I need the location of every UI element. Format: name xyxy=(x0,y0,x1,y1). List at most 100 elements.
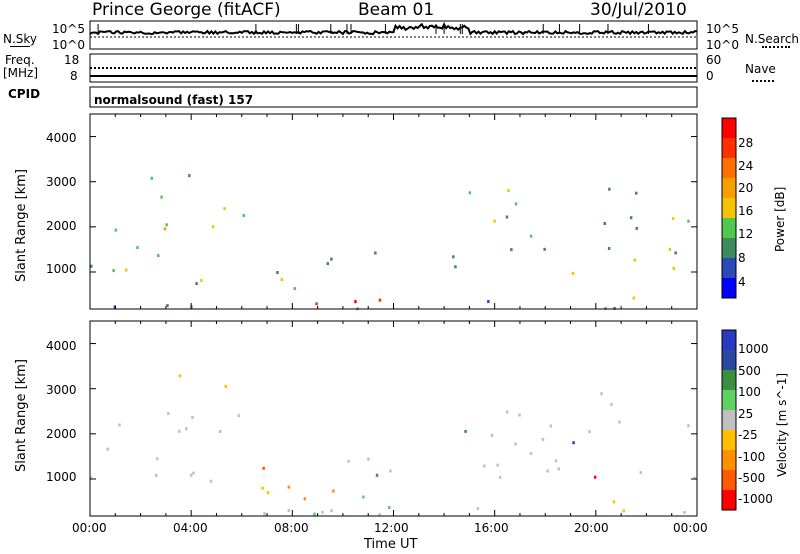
heatmap-cell xyxy=(464,429,467,433)
power-panel-frame xyxy=(89,113,698,310)
xtick-0800: 08:00 xyxy=(274,521,309,535)
colorbar-swatch xyxy=(722,258,736,279)
power-colorbar xyxy=(721,117,737,299)
heatmap-cell xyxy=(693,476,696,480)
colorbar-swatch xyxy=(722,350,736,371)
heatmap-cell xyxy=(375,473,379,477)
heatmap-cell xyxy=(388,506,391,509)
heatmap-cell xyxy=(610,403,613,406)
colorbar-swatch xyxy=(722,198,736,219)
heatmap-cell xyxy=(362,495,365,499)
heatmap-cell xyxy=(635,226,638,230)
heatmap-cell xyxy=(374,251,377,255)
heatmap-cell xyxy=(157,254,160,258)
heatmap-cell xyxy=(607,247,611,250)
colorbar-swatch xyxy=(722,218,736,239)
colorbar-swatch xyxy=(722,278,736,299)
power-cbar-20: 20 xyxy=(738,181,754,195)
nsearch-dotline xyxy=(762,46,790,48)
heatmap-cell xyxy=(191,416,194,419)
heatmap-cell xyxy=(618,420,621,424)
vel-cbar-1000: 1000 xyxy=(738,342,769,356)
heatmap-cell xyxy=(518,413,521,417)
power-cbar-28: 28 xyxy=(738,136,754,150)
nave-dotline xyxy=(752,80,774,82)
heatmap-cell xyxy=(160,195,163,199)
heatmap-cell xyxy=(276,271,279,274)
heatmap-cell xyxy=(487,300,490,303)
velocity-ytick-1000: 1000 xyxy=(46,470,77,484)
heatmap-cell xyxy=(195,282,198,286)
colorbar-swatch xyxy=(722,118,736,139)
nsky-trace xyxy=(89,22,698,38)
station-title: Prince George (fitACF) xyxy=(92,0,281,20)
vel-cbar-100: 100 xyxy=(738,385,761,399)
heatmap-cell xyxy=(367,457,370,461)
heatmap-cell xyxy=(211,225,215,229)
heatmap-cell xyxy=(687,424,690,428)
heatmap-cell xyxy=(600,392,603,396)
heatmap-cell xyxy=(529,451,533,455)
heatmap-cell xyxy=(114,228,117,232)
colorbar-swatch xyxy=(722,410,736,431)
heatmap-cell xyxy=(192,471,195,475)
vel-cbar-25: 25 xyxy=(738,407,754,421)
heatmap-cell xyxy=(454,265,457,269)
heatmap-cell xyxy=(303,497,307,501)
nave-tick-top: 60 xyxy=(706,53,722,67)
heatmap-cell xyxy=(189,473,193,477)
heatmap-cell xyxy=(209,479,213,483)
colorbar-swatch xyxy=(722,178,736,199)
power-cbar-4: 4 xyxy=(738,275,746,289)
nsearch-tick-bottom: 10^0 xyxy=(706,38,739,52)
heatmap-cell xyxy=(543,247,546,251)
heatmap-cell xyxy=(106,447,109,451)
colorbar-swatch xyxy=(722,238,736,259)
heatmap-cell xyxy=(90,264,93,268)
heatmap-cell xyxy=(313,512,316,516)
heatmap-cell xyxy=(330,257,333,261)
velocity-ytick-3000: 3000 xyxy=(46,383,77,397)
freq-unit-label: [MHz] xyxy=(3,66,39,80)
freq-tick-top: 18 xyxy=(64,53,80,67)
cpid-label: CPID xyxy=(8,87,41,101)
heatmap-cell xyxy=(505,410,509,414)
heatmap-cell xyxy=(613,306,616,310)
beam-title: Beam 01 xyxy=(358,0,435,20)
heatmap-cell xyxy=(603,222,606,225)
colorbar-swatch xyxy=(722,490,736,511)
nave-tick-bottom: 0 xyxy=(706,69,714,83)
heatmap-cell xyxy=(514,202,518,206)
heatmap-cell xyxy=(608,187,611,191)
heatmap-cell xyxy=(125,268,128,272)
heatmap-cell xyxy=(554,459,558,463)
xtick-1600: 16:00 xyxy=(474,521,509,535)
colorbar-swatch xyxy=(722,330,736,351)
heatmap-cell xyxy=(178,429,181,433)
heatmap-cell xyxy=(118,423,121,427)
heatmap-cell xyxy=(541,437,545,441)
heatmap-cell xyxy=(668,247,672,251)
nsky-line-trace xyxy=(89,22,698,36)
velocity-ytick-4000: 4000 xyxy=(46,339,77,353)
heatmap-cell xyxy=(510,248,513,252)
heatmap-cell xyxy=(112,269,115,273)
heatmap-cell xyxy=(572,441,575,445)
heatmap-cell xyxy=(136,246,139,250)
heatmap-cell xyxy=(588,430,591,434)
nsky-strip-frame xyxy=(89,20,698,50)
heatmap-cell xyxy=(505,215,509,219)
heatmap-cell xyxy=(166,304,169,308)
heatmap-cell xyxy=(261,486,264,490)
power-ytick-1000: 1000 xyxy=(46,262,77,276)
vel-cbar-neg25: -25 xyxy=(738,428,758,442)
nave-label: Nave xyxy=(745,62,776,76)
colorbar-swatch xyxy=(722,390,736,411)
heatmap-cell xyxy=(287,509,291,512)
xtick-1200: 12:00 xyxy=(374,521,409,535)
heatmap-cell xyxy=(185,427,188,431)
power-ytick-2000: 2000 xyxy=(46,219,77,233)
nsky-tick-top: 10^5 xyxy=(52,22,85,36)
heatmap-cell xyxy=(90,476,93,480)
